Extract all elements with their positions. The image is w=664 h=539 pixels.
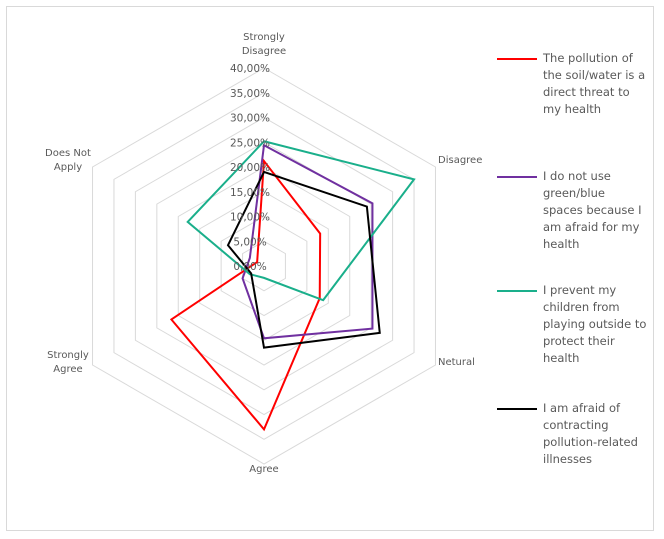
tick-label: 0,00% bbox=[233, 261, 266, 273]
series-line bbox=[241, 143, 374, 340]
grid-ring bbox=[92, 67, 436, 465]
legend-swatch bbox=[497, 58, 537, 60]
legend-label: I prevent my children from playing outsi… bbox=[543, 283, 647, 365]
legend-item: The pollution of the soil/water is a dir… bbox=[497, 50, 647, 168]
legend-item: I do not use green/blue spaces because I… bbox=[497, 168, 647, 282]
legend-item: I am afraid of contracting pollution-rel… bbox=[497, 400, 647, 468]
axis-label: Disagree bbox=[242, 46, 286, 57]
axis-label: Apply bbox=[54, 162, 82, 173]
axis-label: Disagree bbox=[438, 155, 482, 166]
legend: The pollution of the soil/water is a dir… bbox=[497, 50, 647, 468]
grid-ring bbox=[199, 191, 329, 341]
legend-item: I prevent my children from playing outsi… bbox=[497, 282, 647, 400]
axis-label: Strongly bbox=[47, 350, 89, 361]
tick-label: 15,00% bbox=[230, 187, 270, 199]
axis-label: Agree bbox=[249, 464, 278, 475]
grid-ring bbox=[220, 215, 308, 317]
tick-label: 5,00% bbox=[233, 236, 266, 248]
series-line bbox=[226, 170, 381, 349]
axis-label: Strongly bbox=[243, 32, 285, 43]
grid-ring bbox=[156, 141, 372, 391]
legend-swatch bbox=[497, 176, 537, 178]
legend-label: I am afraid of contracting pollution-rel… bbox=[543, 401, 638, 466]
legend-swatch bbox=[497, 290, 537, 292]
series-line bbox=[186, 140, 416, 302]
tick-label: 20,00% bbox=[230, 162, 270, 174]
tick-label: 35,00% bbox=[230, 88, 270, 100]
grid-ring bbox=[177, 166, 351, 366]
tick-label: 25,00% bbox=[230, 137, 270, 149]
grid-ring bbox=[242, 240, 286, 292]
legend-label: The pollution of the soil/water is a dir… bbox=[543, 51, 646, 116]
series-line bbox=[169, 158, 322, 432]
axis-label: Does Not bbox=[45, 148, 91, 159]
grid-ring bbox=[134, 116, 394, 416]
axis-label: Agree bbox=[53, 364, 82, 375]
axis-label: Netural bbox=[438, 357, 475, 368]
tick-label: 10,00% bbox=[230, 212, 270, 224]
tick-label: 30,00% bbox=[230, 113, 270, 125]
chart-frame bbox=[6, 6, 654, 531]
tick-label: 40,00% bbox=[230, 63, 270, 75]
legend-label: I do not use green/blue spaces because I… bbox=[543, 169, 642, 251]
legend-swatch bbox=[497, 408, 537, 410]
